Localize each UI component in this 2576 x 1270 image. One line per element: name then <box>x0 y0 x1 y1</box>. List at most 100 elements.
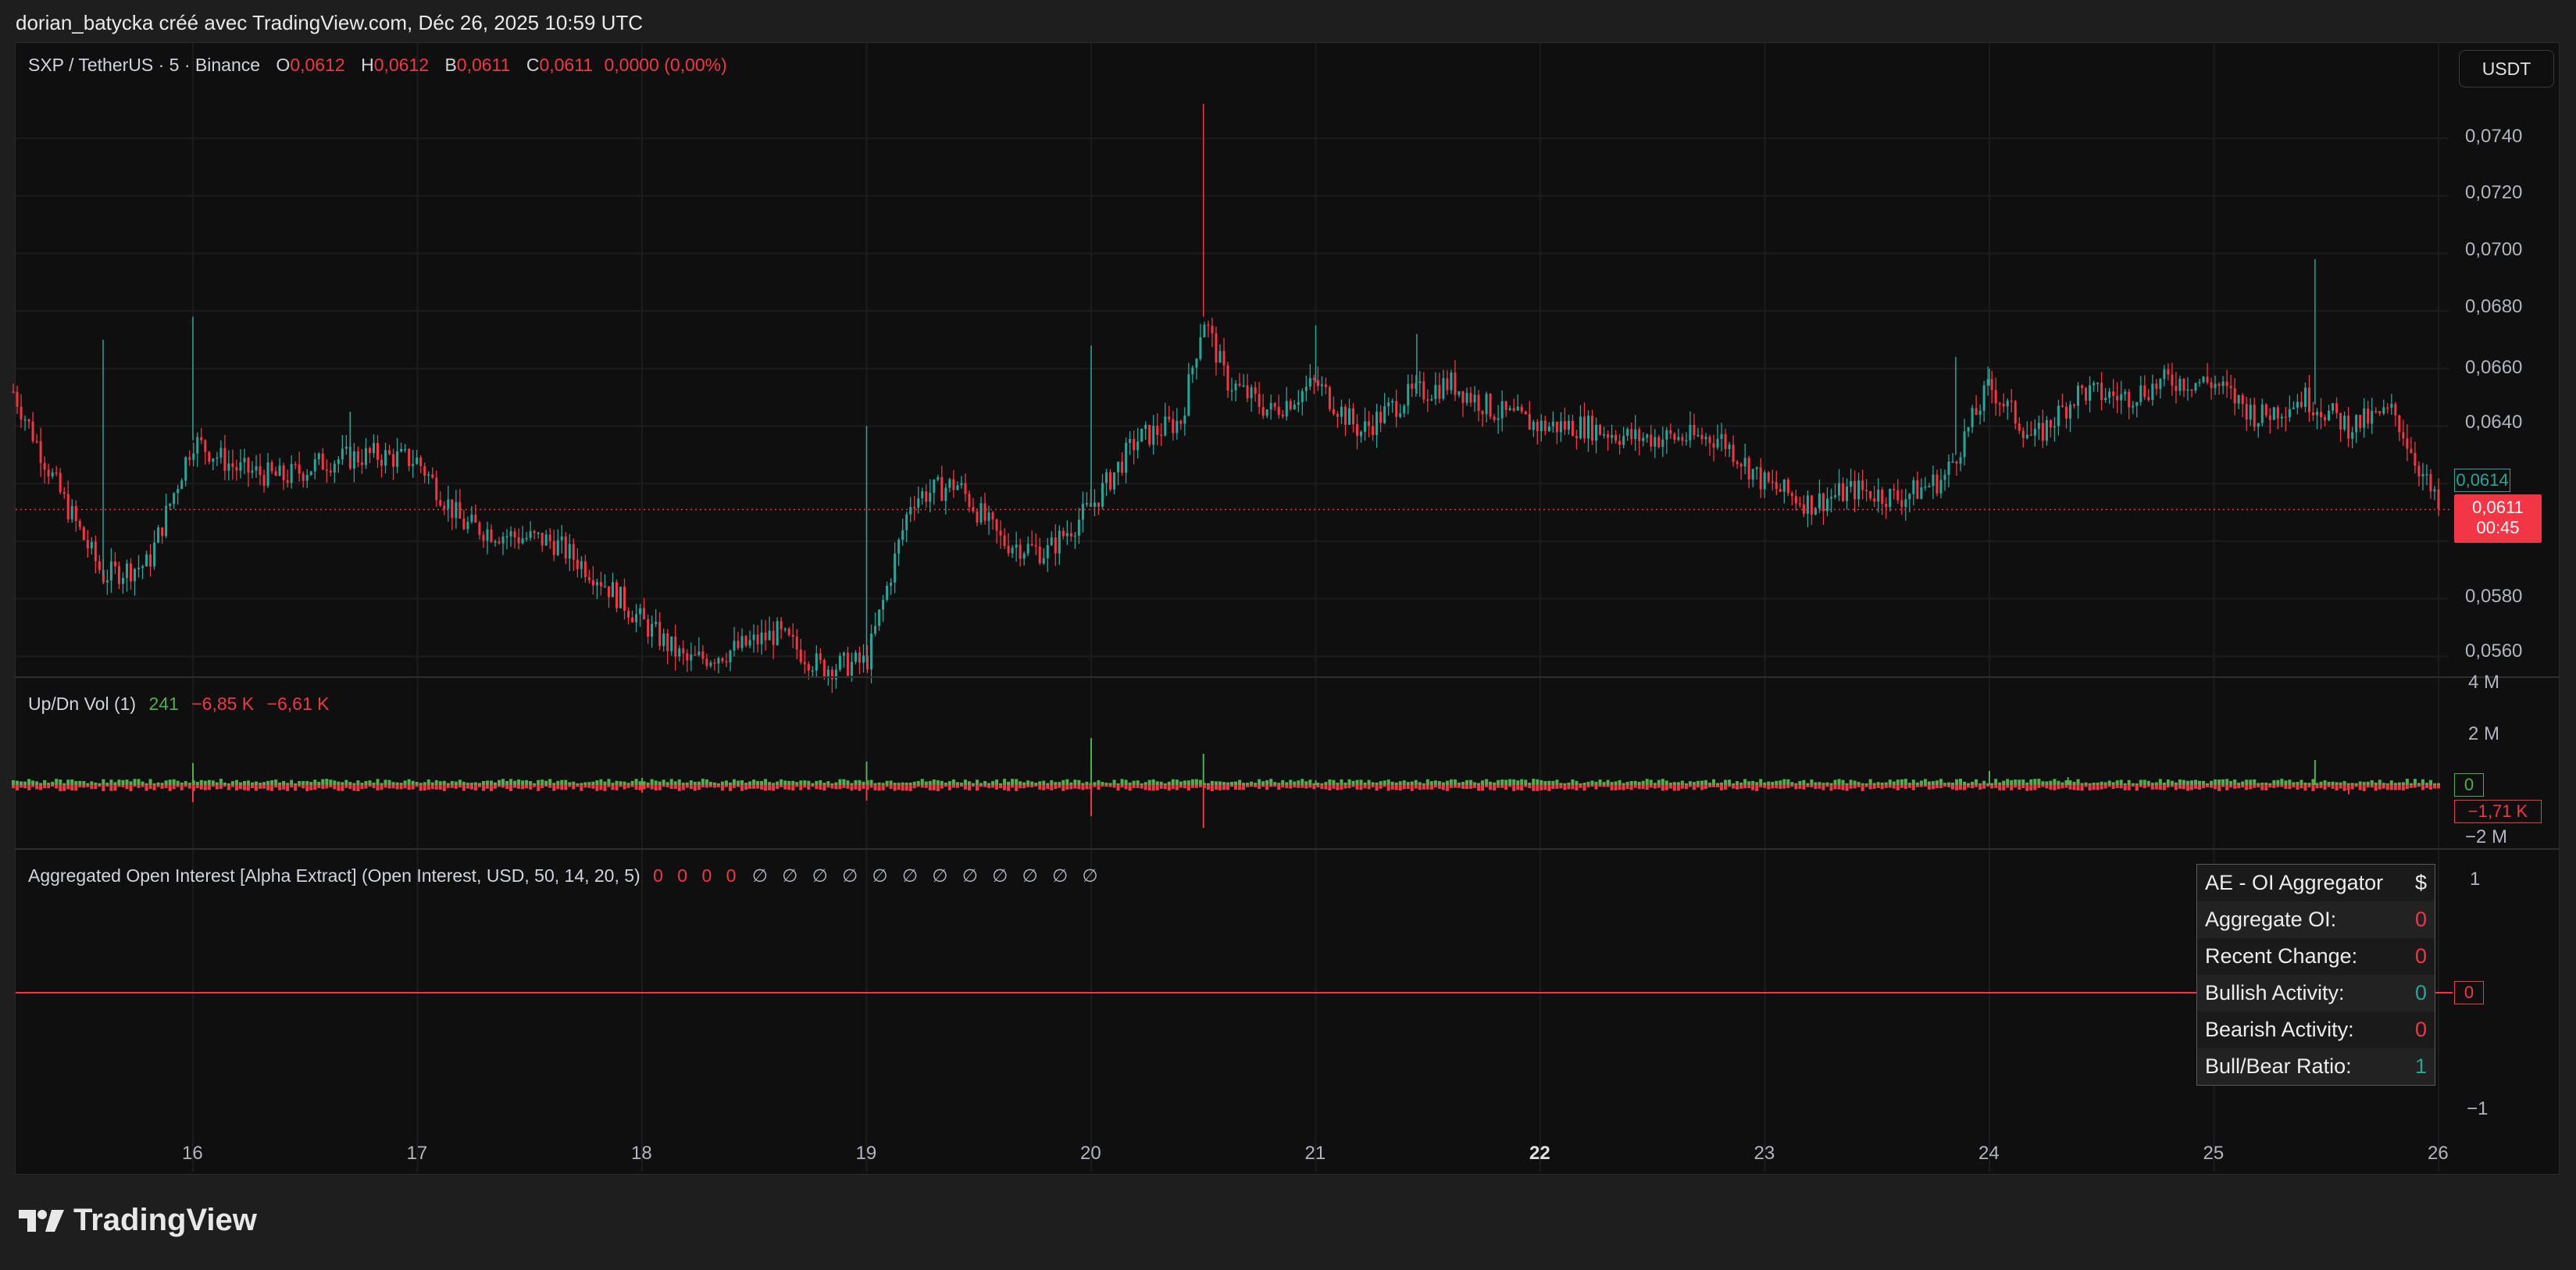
volume-down-bar <box>438 785 442 790</box>
volume-down-bar <box>469 785 473 790</box>
symbol-label[interactable]: SXP / TetherUS · 5 · Binance <box>28 55 261 75</box>
candle-body <box>1873 498 1876 502</box>
candle-body <box>623 587 626 612</box>
volume-up-bar <box>654 780 658 785</box>
volume-up-bar <box>242 780 246 785</box>
candle-body <box>548 534 551 541</box>
oi-table-title: AE - OI Aggregator <box>2205 871 2384 894</box>
volume-up-bar <box>2103 782 2107 785</box>
candle-body <box>1269 403 1272 410</box>
volume-down-bar <box>2162 785 2166 790</box>
volume-down-bar <box>2241 785 2245 788</box>
volume-indicator-name[interactable]: Up/Dn Vol (1) <box>28 694 137 714</box>
volume-down-bar <box>70 785 74 791</box>
candle-body <box>1215 333 1218 363</box>
candle-body <box>1203 324 1206 337</box>
candle-body <box>1261 407 1265 416</box>
candle-body <box>1085 503 1088 505</box>
candle-body <box>2139 385 2143 402</box>
candle-body <box>1140 429 1144 442</box>
candle-body <box>2010 400 2013 402</box>
volume-down-bar <box>35 785 39 790</box>
volume-down-bar <box>1555 785 1559 789</box>
candle-body <box>1340 406 1343 417</box>
candle-body <box>2221 381 2225 387</box>
candle-body <box>372 443 375 453</box>
volume-down-bar <box>2049 785 2053 790</box>
volume-down-bar <box>1481 785 1485 791</box>
candle-body <box>1179 420 1183 424</box>
volume-down-bar <box>125 785 129 790</box>
candle-body <box>117 565 120 584</box>
volume-up-bar <box>1457 783 1461 785</box>
candle-body <box>1920 487 1923 499</box>
candle-body <box>134 569 137 582</box>
candle-body <box>2233 388 2236 404</box>
candle-body <box>1121 462 1124 473</box>
candle-body <box>2406 438 2409 449</box>
volume-down-bar <box>1343 785 1347 789</box>
candle-body <box>1591 416 1594 441</box>
volume-up-bar <box>2064 780 2068 785</box>
volume-down-bar <box>329 785 333 788</box>
volume-down-bar <box>2217 785 2221 791</box>
volume-down-bar <box>2146 785 2150 787</box>
volume-up-bar <box>411 780 415 785</box>
candle-body <box>286 480 289 483</box>
candle-body <box>768 630 771 640</box>
volume-up-bar <box>1108 783 1112 785</box>
candle-body <box>752 634 755 640</box>
candle-body <box>1700 434 1704 440</box>
volume-up-bar <box>564 779 568 785</box>
candle-body <box>799 649 802 662</box>
candle-body <box>764 632 767 640</box>
volume-up-bar <box>1300 779 1304 785</box>
volume-down-bar <box>43 785 47 789</box>
candle-body <box>1168 416 1171 419</box>
volume-up-bar <box>1571 779 1575 785</box>
volume-down-bar <box>1477 785 1481 791</box>
volume-up-bar <box>391 782 395 785</box>
volume-down-bar <box>1532 785 1536 791</box>
volume-up-bar <box>372 782 376 785</box>
candle-body <box>1461 391 1465 403</box>
volume-down-bar <box>1261 785 1265 787</box>
volume-up-bar <box>1465 779 1468 785</box>
volume-up-bar <box>2245 779 2249 785</box>
volume-down-bar <box>1594 785 1598 790</box>
candle-body <box>1379 412 1383 423</box>
volume-up-bar <box>82 780 86 785</box>
candle-body <box>1665 430 1668 440</box>
candle-body <box>2347 416 2350 439</box>
currency-button[interactable]: USDT <box>2459 50 2554 87</box>
volume-down-bar <box>971 785 975 787</box>
chart-frame[interactable] <box>15 42 2560 1175</box>
volume-up-bar <box>1289 779 1293 785</box>
volume-up-bar <box>1802 779 1806 785</box>
volume-down-bar <box>372 785 376 789</box>
volume-down-bar <box>1167 785 1171 791</box>
candle-body <box>1152 426 1155 445</box>
candle-body <box>1646 434 1649 438</box>
tradingview-brand[interactable]: TradingView <box>17 1203 257 1238</box>
candle-body <box>1912 480 1915 494</box>
volume-down-bar <box>783 785 787 790</box>
volume-down-bar <box>2068 785 2072 790</box>
candle-body <box>231 463 234 467</box>
volume-up-bar <box>1551 780 1555 785</box>
volume-down-bar <box>552 785 556 791</box>
candle-body <box>98 561 101 570</box>
candle-body <box>51 472 54 476</box>
volume-down-bar <box>1598 785 1602 787</box>
volume-down-bar <box>1747 785 1751 789</box>
volume-up-bar <box>1104 783 1108 785</box>
candle-body <box>850 662 853 676</box>
volume-up-bar <box>595 780 599 785</box>
volume-up-bar <box>537 779 541 785</box>
oi-indicator-name[interactable]: Aggregated Open Interest [Alpha Extract]… <box>28 865 640 886</box>
volume-up-bar <box>1829 783 1833 785</box>
volume-up-bar <box>724 780 728 785</box>
candle-body <box>196 437 199 454</box>
volume-up-bar <box>2327 782 2331 785</box>
